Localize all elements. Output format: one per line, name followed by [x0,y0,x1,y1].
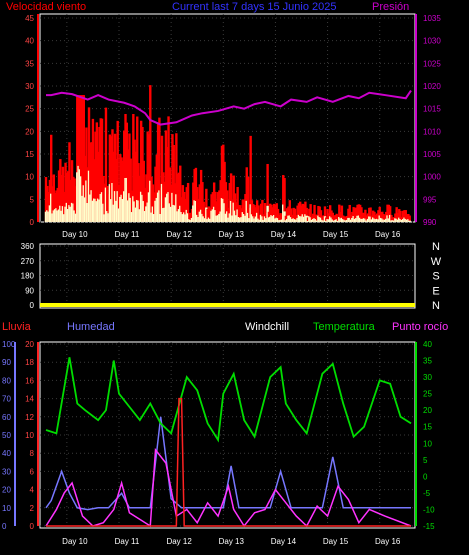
x-tick-label: Day 12 [166,537,192,546]
humidity-tick-label: 10 [2,504,11,513]
humidity-label: Humedad [67,321,115,333]
humidity-tick-label: 30 [2,467,11,476]
temp-tick-label: 10 [423,439,432,448]
y-tick-label: 360 [21,242,35,251]
y-tick-label: 995 [423,195,437,204]
temp-tick-label: 0 [423,472,428,481]
x-tick-label: Day 15 [323,230,349,239]
humidity-tick-label: 60 [2,413,11,422]
wind-series [44,85,411,222]
x-tick-label: Day 16 [375,230,401,239]
y-tick-label: 10 [25,173,34,182]
humidity-tick-label: 80 [2,376,11,385]
rain-tick-label: 20 [25,340,34,349]
humidity-tick-label: 90 [2,358,11,367]
y-tick-label: 990 [423,218,437,227]
temp-tick-label: -5 [423,489,431,498]
axes-labels: 0510152025303540459909951000100510101015… [2,14,442,546]
y-tick-label: 1020 [423,82,441,91]
compass-label: S [432,271,439,283]
humidity-tick-label: 40 [2,449,11,458]
y-tick-label: 0 [30,218,35,227]
temp-tick-label: -10 [423,505,435,514]
pressure-label: Presión [372,1,409,13]
rain-label: Lluvia [2,321,32,333]
humidity-tick-label: 20 [2,486,11,495]
y-tick-label: 5 [30,195,35,204]
rain-tick-label: 4 [30,486,35,495]
humidity-line [45,416,411,511]
y-tick-label: 45 [25,14,34,23]
y-tick-label: 1005 [423,150,441,159]
compass-label: N [432,300,440,312]
pressure-line [46,89,412,126]
compass-label: N [432,241,440,253]
y-tick-label: 15 [25,150,34,159]
y-tick-label: 1010 [423,127,441,136]
y-tick-label: 1000 [423,173,441,182]
dewpoint-line [45,447,412,528]
x-tick-label: Day 11 [115,230,140,239]
temp-tick-label: 5 [423,456,428,465]
y-tick-label: 1030 [423,37,441,46]
rain-tick-label: 12 [25,413,34,422]
x-tick-label: Day 15 [323,537,349,546]
x-tick-label: Day 10 [62,230,88,239]
compass-label: E [432,285,439,297]
rain-tick-label: 18 [25,358,34,367]
temp-tick-label: 40 [423,340,432,349]
y-tick-label: 1035 [423,14,441,23]
y-tick-label: 90 [25,286,34,295]
temp-tick-label: 25 [423,390,432,399]
y-tick-label: 40 [25,37,34,46]
rain-tick-label: 10 [25,431,34,440]
x-tick-label: Day 14 [271,230,297,239]
temp-tick-label: 30 [423,373,432,382]
humidity-tick-label: 70 [2,395,11,404]
humidity-tick-label: 100 [2,340,16,349]
rain-line [46,397,411,527]
y-tick-label: 25 [25,105,34,114]
temp-tick-label: 20 [423,406,432,415]
temp-tick-label: 15 [423,423,432,432]
x-tick-label: Day 13 [219,230,245,239]
humidity-grid [40,342,415,527]
rain-tick-label: 2 [30,504,35,513]
y-tick-label: 180 [21,272,35,281]
y-tick-label: 30 [25,82,34,91]
temp-tick-label: -15 [423,522,435,531]
temperature-label: Temperatura [313,321,376,333]
y-tick-label: 35 [25,59,34,68]
x-tick-label: Day 14 [271,537,297,546]
y-tick-label: 0 [30,301,35,310]
humidity-tick-label: 0 [2,522,7,531]
y-tick-label: 20 [25,127,34,136]
rain-tick-label: 8 [30,449,35,458]
humidity-tick-label: 50 [2,431,11,440]
x-tick-label: Day 16 [375,537,401,546]
rain-tick-label: 16 [25,376,34,385]
x-tick-label: Day 13 [219,537,245,546]
temperature-line [45,357,412,443]
wind-speed-label: Velocidad viento [6,1,86,13]
compass-label: W [431,256,442,268]
y-tick-label: 270 [21,257,35,266]
rain-tick-label: 14 [25,395,34,404]
y-tick-label: 1015 [423,105,441,114]
chart-title: Current last 7 days 15 Junio 2025 [172,1,337,13]
windchill-label: Windchill [245,321,289,333]
x-tick-label: Day 12 [166,230,192,239]
rain-tick-label: 0 [30,522,35,531]
x-tick-label: Day 11 [115,537,140,546]
y-tick-label: 1025 [423,59,441,68]
x-tick-label: Day 10 [62,537,88,546]
dewpoint-label: Punto rocío [392,321,448,333]
temp-tick-label: 35 [423,357,432,366]
direction-grid [40,244,415,306]
rain-tick-label: 6 [30,467,35,476]
